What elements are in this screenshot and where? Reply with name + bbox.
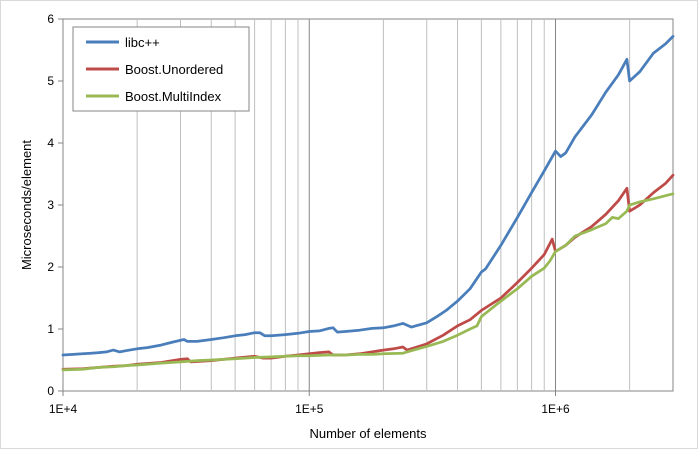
y-tick-label: 6 — [47, 12, 54, 26]
x-tick-label: 1E+6 — [541, 402, 570, 416]
y-tick-label: 4 — [47, 136, 54, 150]
y-tick-label: 0 — [47, 384, 54, 398]
y-axis-title: Microseconds/element — [19, 140, 34, 270]
legend-label: Boost.Unordered — [125, 62, 223, 77]
x-axis-title: Number of elements — [309, 426, 427, 441]
y-tick-label: 1 — [47, 322, 54, 336]
legend: libc++ Boost.Unordered Boost.MultiIndex — [72, 26, 250, 112]
series-lines — [61, 35, 675, 372]
y-tick-label: 3 — [47, 198, 54, 212]
series-line-2 — [61, 173, 675, 371]
legend-label: Boost.MultiIndex — [125, 89, 222, 104]
series-line-1 — [61, 35, 675, 357]
y-tick-label: 2 — [47, 260, 54, 274]
legend-label: libc++ — [125, 35, 160, 50]
y-tick-label: 5 — [47, 74, 54, 88]
series-line-3 — [61, 192, 675, 372]
axes: 0 1 2 3 4 5 6 1E+4 1E+5 1E+6 — [47, 12, 570, 416]
x-tick-label: 1E+4 — [49, 402, 78, 416]
x-tick-label: 1E+5 — [295, 402, 324, 416]
